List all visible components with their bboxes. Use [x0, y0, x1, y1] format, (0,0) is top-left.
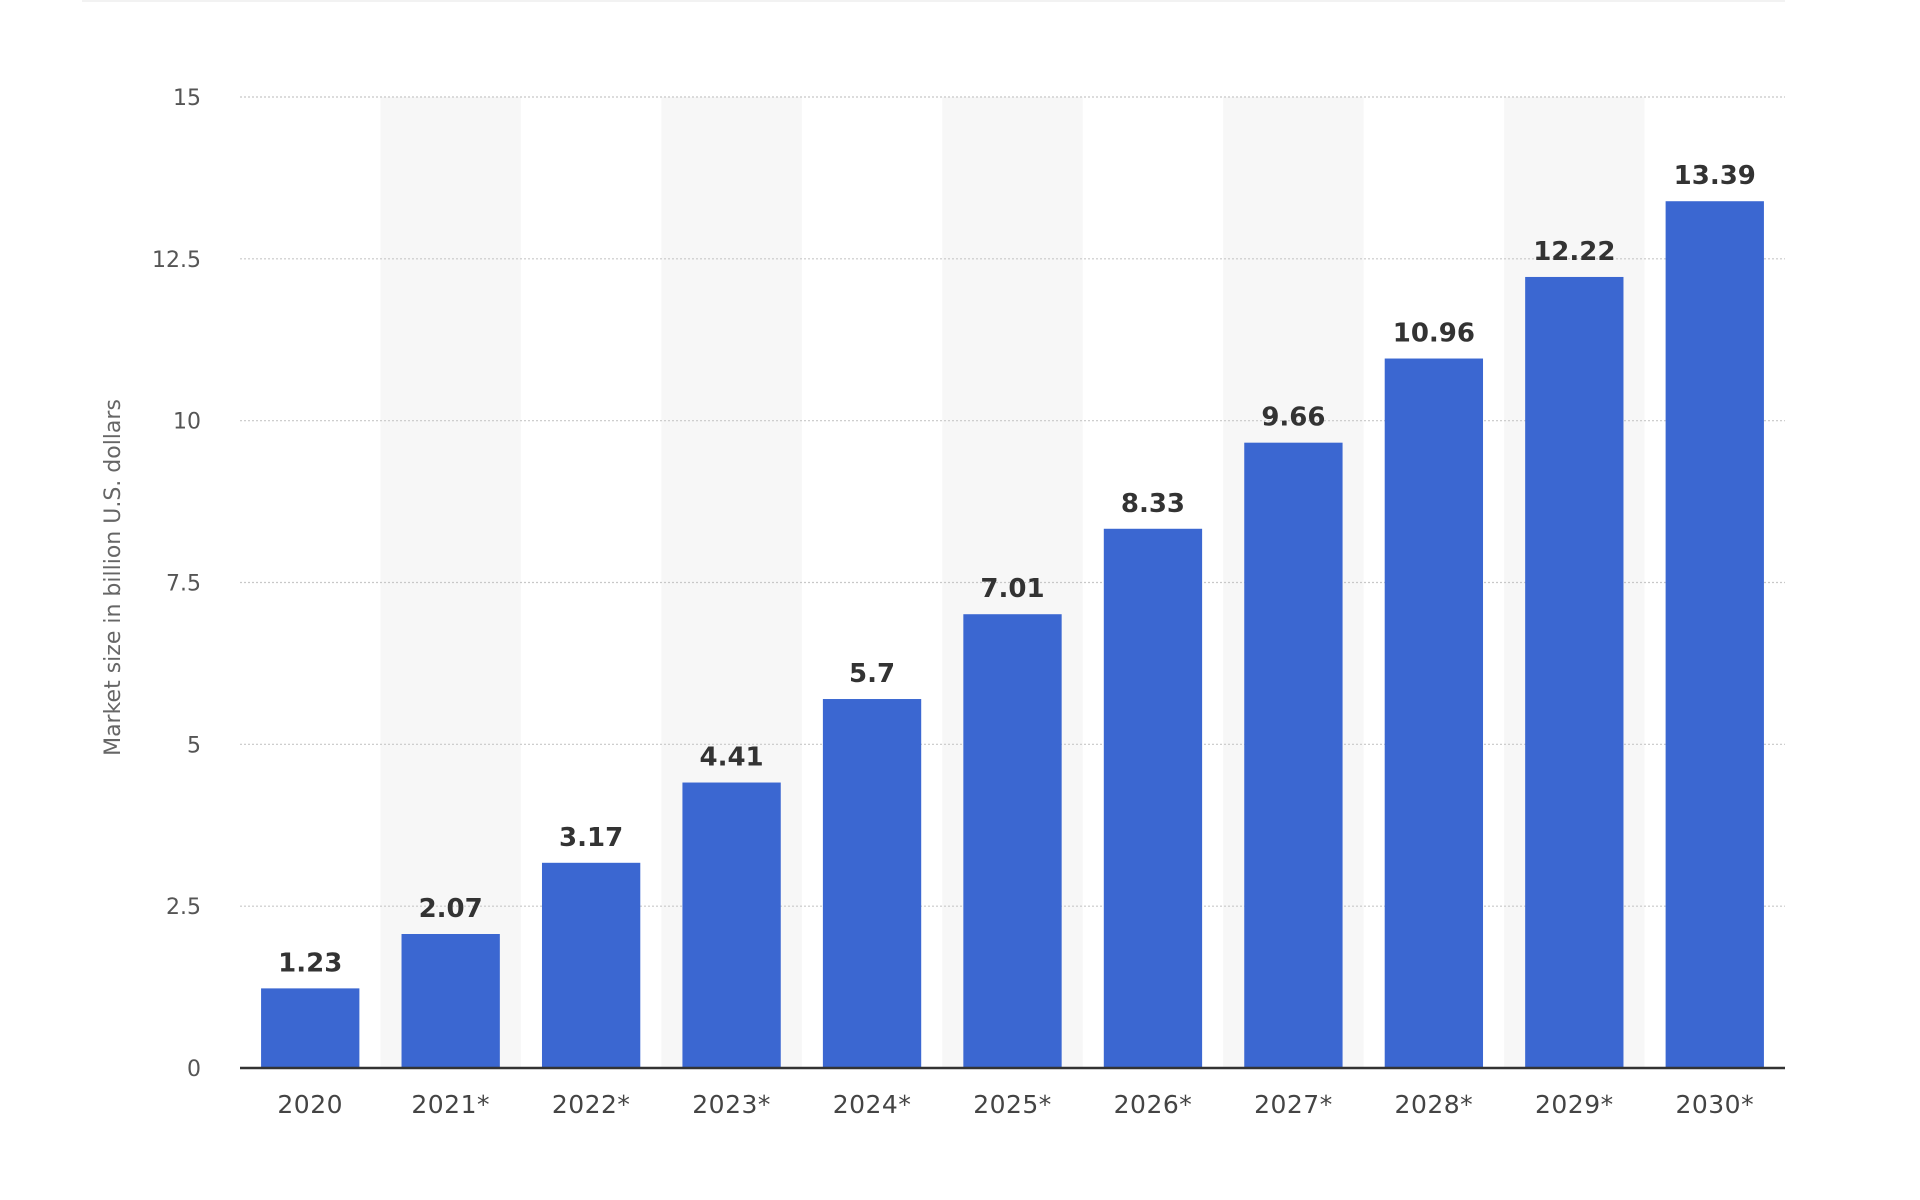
y-tick-label: 12.5	[152, 248, 201, 273]
bar	[541, 862, 641, 1068]
x-tick-label: 2026*	[1114, 1090, 1193, 1119]
y-tick-label: 0	[187, 1057, 201, 1082]
bar	[1244, 442, 1343, 1068]
x-tick-label: 2027*	[1254, 1090, 1333, 1119]
x-tick-label: 2025*	[973, 1090, 1052, 1119]
bars-group	[261, 201, 1764, 1068]
data-label: 2.07	[419, 894, 483, 924]
data-label: 4.41	[700, 743, 764, 773]
bar	[963, 614, 1062, 1068]
bar	[1525, 276, 1624, 1068]
data-label: 9.66	[1261, 403, 1325, 433]
bar	[401, 934, 500, 1068]
data-label: 8.33	[1121, 489, 1185, 519]
bar	[1103, 528, 1203, 1068]
y-axis-title: Market size in billion U.S. dollars	[101, 399, 126, 756]
x-tick-label: 2029*	[1535, 1090, 1614, 1119]
x-tick-label: 2030*	[1675, 1090, 1754, 1119]
x-tick-label: 2022*	[552, 1090, 631, 1119]
x-tick-label: 2020	[277, 1090, 343, 1119]
y-axis-ticks: 0 2.5 5 7.5 10 12.5 15	[152, 86, 201, 1082]
data-label: 5.7	[849, 659, 895, 689]
data-label: 13.39	[1674, 161, 1756, 191]
data-labels: 1.23 2.07 3.17 4.41 5.7 7.01 8.33 9.66 10.96 12.2…	[278, 161, 1756, 978]
x-tick-label: 2021*	[411, 1090, 490, 1119]
x-tick-label: 2023*	[692, 1090, 771, 1119]
x-tick-label: 2024*	[833, 1090, 912, 1119]
y-tick-label: 2.5	[166, 895, 201, 920]
x-axis-ticks: 2020 2021* 2022* 2023* 2024* 2025* 2026* 2027* 2…	[277, 1090, 1754, 1119]
bar	[1384, 358, 1484, 1068]
data-label: 12.22	[1533, 237, 1615, 267]
bar	[1665, 201, 1764, 1068]
data-label: 7.01	[980, 574, 1044, 604]
y-tick-label: 7.5	[166, 572, 201, 597]
data-label: 1.23	[278, 948, 342, 978]
data-label: 10.96	[1393, 319, 1475, 349]
y-tick-label: 15	[173, 86, 201, 111]
bar	[822, 699, 922, 1068]
bar	[682, 782, 781, 1068]
x-tick-label: 2028*	[1395, 1090, 1474, 1119]
y-tick-label: 5	[187, 733, 201, 758]
data-label: 3.17	[559, 823, 623, 853]
y-tick-label: 10	[173, 410, 201, 435]
bar	[261, 988, 360, 1068]
